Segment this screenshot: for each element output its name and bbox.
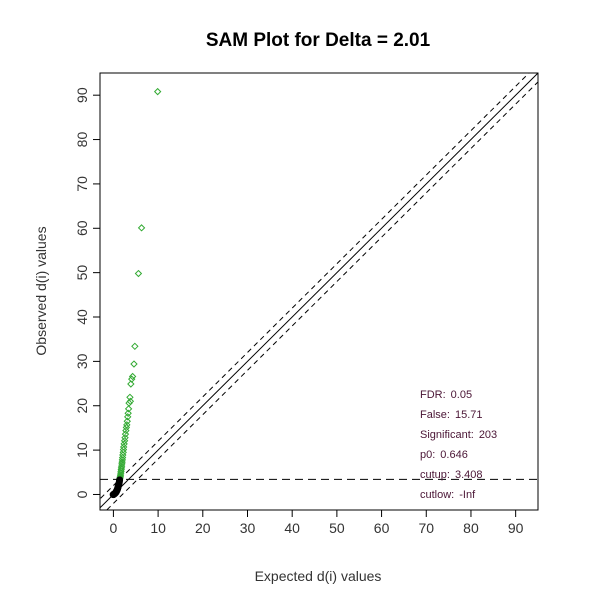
x-tick-label: 90 [508, 520, 524, 536]
y-tick-label: 40 [74, 309, 90, 325]
y-tick-label: 70 [74, 176, 90, 192]
y-axis: 0 10 20 30 40 50 60 70 80 90 [74, 87, 100, 498]
plot-frame [99, 72, 539, 511]
x-tick-label: 10 [150, 520, 166, 536]
significant-point [128, 372, 137, 381]
stat-p0: p0: 0.646 [420, 449, 468, 461]
significant-point [124, 409, 132, 417]
significant-point [130, 360, 138, 368]
y-tick-label: 10 [74, 442, 90, 458]
significant-point [118, 456, 127, 464]
identity-line [100, 73, 538, 509]
x-tick-label: 40 [284, 520, 300, 536]
x-axis-label: Expected d(i) values [255, 568, 382, 584]
significant-point [124, 413, 132, 421]
x-tick-label: 70 [418, 520, 434, 536]
stat-significant: Significant: 203 [420, 429, 497, 441]
y-axis-label: Observed d(i) values [33, 226, 49, 355]
delta-upper-line [100, 73, 530, 500]
y-tick-label: 90 [74, 87, 90, 103]
significant-point [124, 405, 133, 413]
x-tick-label: 80 [463, 520, 479, 536]
x-axis: 0 10 20 30 40 50 60 70 80 90 [110, 510, 524, 536]
significant-point [118, 453, 127, 462]
y-tick-label: 0 [74, 490, 90, 498]
y-tick-label: 50 [74, 265, 90, 281]
delta-lower-line [106, 81, 538, 510]
x-tick-label: 30 [240, 520, 256, 536]
stats-box: FDR: 0.05 False: 15.71 Significant: 203 p0: 0.6… [420, 389, 497, 501]
x-tick-label: 20 [195, 520, 211, 536]
significant-point [122, 426, 130, 435]
significant-point [123, 417, 131, 425]
significant-point [137, 224, 146, 232]
stat-fdr: FDR: 0.05 [420, 389, 472, 401]
x-tick-label: 50 [329, 520, 345, 536]
significant-point [127, 380, 135, 388]
stat-cutup: cutup: 3.408 [420, 469, 483, 481]
x-tick-label: 60 [374, 520, 390, 536]
y-tick-label: 80 [74, 132, 90, 148]
x-tick-label: 0 [110, 520, 118, 536]
y-tick-label: 30 [74, 353, 90, 369]
y-tick-label: 60 [74, 220, 90, 236]
non-significant-point [109, 491, 117, 499]
data-points [109, 87, 162, 499]
chart-title: SAM Plot for Delta = 2.01 [206, 30, 431, 51]
y-tick-label: 20 [74, 398, 90, 414]
significant-point [122, 423, 131, 432]
significant-point [121, 430, 130, 438]
stat-cutlow: cutlow: -Inf [420, 489, 476, 501]
significant-point [134, 269, 143, 278]
stat-false: False: 15.71 [420, 409, 483, 421]
significant-point [121, 433, 129, 442]
significant-point [131, 342, 139, 350]
significant-point [120, 437, 129, 445]
significant-point [153, 87, 162, 96]
